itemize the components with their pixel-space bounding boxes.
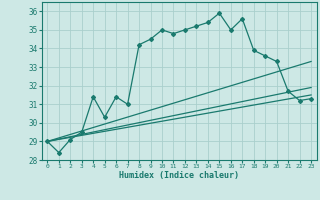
X-axis label: Humidex (Indice chaleur): Humidex (Indice chaleur) xyxy=(119,171,239,180)
